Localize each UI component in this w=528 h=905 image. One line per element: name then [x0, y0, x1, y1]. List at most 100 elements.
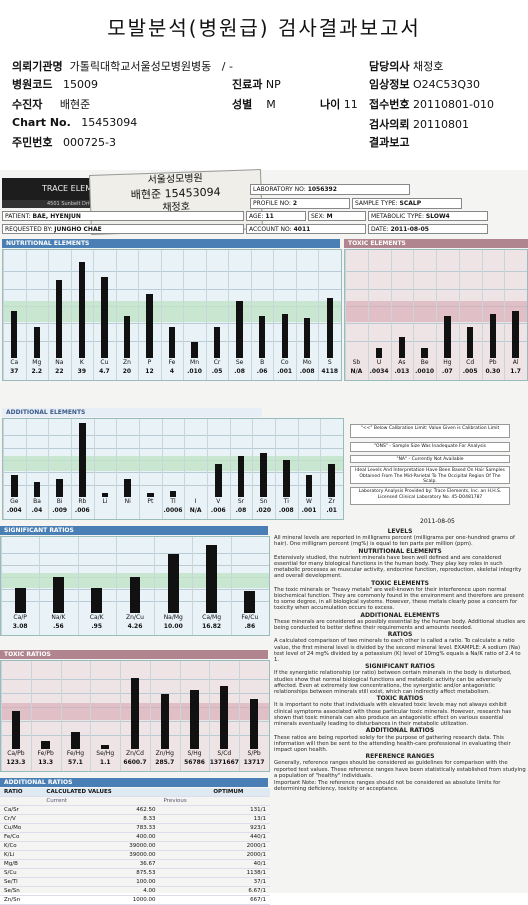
column-divider: [413, 250, 415, 380]
bar-zr: [328, 463, 335, 497]
table-cell: S/Cu: [0, 868, 43, 878]
dept-value: NP: [265, 78, 281, 91]
table-cell: [159, 823, 210, 833]
bar-mo: [304, 318, 311, 358]
bar-fepb: [41, 740, 50, 749]
toxic-band: TOXIC ELEMENTS: [344, 239, 528, 248]
category-label: Cr: [213, 359, 221, 366]
value-label: .001: [277, 368, 293, 375]
value-label: 56786: [184, 759, 205, 766]
significant-band: SIGNIFICANT RATIOS: [0, 526, 268, 535]
table-cell: Ca/Sr: [0, 805, 43, 815]
value-label: 285.7: [155, 759, 175, 766]
bar-bi: [56, 478, 63, 497]
column-divider: [115, 250, 117, 380]
table-row: S/Cu 875.53 1138/1: [0, 868, 270, 878]
category-label: S/Hg: [187, 750, 202, 757]
bar-co: [281, 314, 288, 358]
table-cell: 8.33: [42, 814, 160, 824]
value-label: 123.3: [6, 759, 26, 766]
report-label: 결과보고: [369, 136, 410, 149]
table-cell: 100.00: [42, 877, 160, 887]
column-divider: [184, 419, 186, 519]
table-cell: [159, 850, 210, 860]
bar-sehg: [101, 744, 110, 749]
value-label: 39: [77, 368, 87, 375]
subheader-cell: [209, 796, 270, 806]
lab-no-box: LABORATORY NO: 1056392: [250, 184, 410, 195]
category-label: Li: [102, 498, 108, 505]
column-divider: [93, 419, 95, 519]
table-cell: Fe/Co: [0, 832, 43, 842]
table-cell: K/Co: [0, 841, 43, 851]
column-divider: [116, 419, 118, 519]
bar-al: [512, 311, 519, 358]
column-divider: [229, 419, 231, 519]
value-label: N/A: [350, 368, 363, 375]
value-label: .001: [301, 507, 317, 514]
category-label: Ti: [283, 498, 289, 505]
table-cell: 440/1: [209, 832, 270, 842]
table-cell: 2000/1: [209, 841, 270, 851]
table-cell: 39000.00: [42, 850, 160, 860]
table-cell: 667/1: [209, 895, 270, 905]
table-row: Mg/B 36.67 40/1: [0, 859, 270, 869]
column-divider: [230, 537, 232, 635]
grid-line: [3, 323, 341, 325]
bar-scd: [220, 686, 229, 749]
value-label: .06: [256, 368, 268, 375]
sex-label: 성별: [232, 98, 253, 111]
column-divider: [318, 250, 320, 380]
table-cell: Cu/Mo: [0, 823, 43, 833]
column-divider: [48, 250, 50, 380]
grid-line: [3, 271, 341, 273]
category-label: Na/Mg: [163, 614, 183, 621]
value-label: 1371667: [209, 759, 239, 766]
category-label: Ge: [10, 498, 19, 505]
value-label: 13717: [243, 759, 265, 766]
table-cell: 4.00: [42, 886, 160, 896]
category-label: Pt: [147, 498, 154, 505]
category-label: V: [216, 498, 221, 505]
category-label: Mn: [190, 359, 200, 366]
value-label: N/A: [189, 507, 202, 514]
value-label: 16.82: [202, 623, 222, 630]
age-label: 나이: [320, 98, 341, 111]
column-divider: [154, 537, 156, 635]
value-label: .56: [53, 623, 64, 630]
table-cell: 400.00: [42, 832, 160, 842]
clinical-value: O24C53Q30: [412, 78, 480, 91]
bar-fehg: [71, 732, 80, 749]
category-label: Al: [512, 359, 519, 366]
column-divider: [90, 661, 92, 771]
sex-box: SEX: M: [308, 211, 366, 221]
bar-ti: [283, 460, 290, 497]
additional-ratios-table: RATIO CALCULATED VALUES OPTIMUM Current Prev…: [0, 788, 270, 905]
legend-ideal: Ideal Levels And Interpretation Have Bee…: [350, 466, 510, 484]
value-label: 3.08: [12, 623, 28, 630]
column-divider: [273, 250, 275, 380]
bar-pb: [489, 314, 497, 358]
value-label: .07: [442, 368, 453, 375]
column-divider: [70, 250, 72, 380]
sex-value: M: [266, 98, 276, 111]
nutritional-band: NUTRITIONAL ELEMENTS: [2, 239, 340, 248]
significant-chart: Ca/P 3.08 Na/K .56 Ca/K .95 Zn/Cu 4.26 Na/Mg 10.0…: [0, 536, 270, 636]
category-label: Mo: [302, 359, 312, 366]
bar-hg: [444, 316, 451, 358]
table-row: Cr/V 8.33 13/1: [0, 814, 270, 824]
bar-mg: [33, 326, 40, 358]
bar-ba: [33, 482, 41, 497]
bar-spb: [249, 698, 259, 749]
hospital-code-value: 15009: [62, 78, 98, 91]
nutritional-chart: Ca 37 Mg 2.2 Na 22 K 39 Cu 4.7 Zn 20 P 12 Fe 4 Mn .010 Cr.…: [2, 249, 342, 381]
toxic-ratios-band: TOXIC RATIOS: [0, 650, 268, 659]
category-label: Sb: [352, 359, 361, 366]
category-label: K: [79, 359, 84, 366]
table-cell: [159, 832, 210, 842]
column-divider: [209, 661, 211, 771]
column-divider: [25, 419, 27, 519]
column-divider: [458, 250, 460, 380]
bar-cap: [14, 587, 26, 613]
column-divider: [25, 250, 27, 380]
